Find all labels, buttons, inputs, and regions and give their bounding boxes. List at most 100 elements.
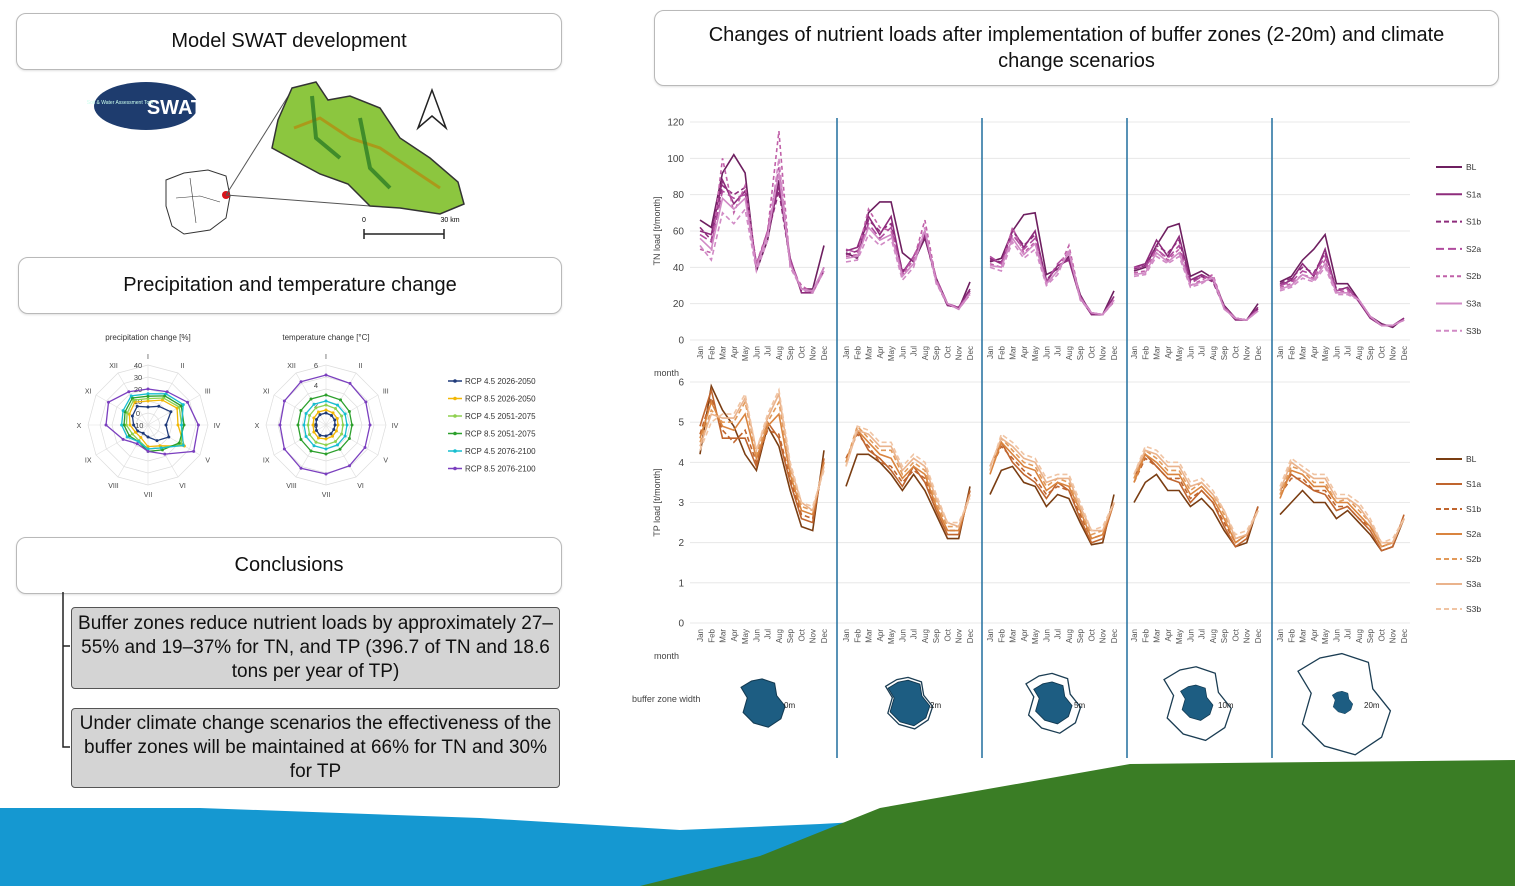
- month-tick-label: Jul: [1054, 629, 1063, 639]
- radar-point: [141, 431, 145, 435]
- radar-point: [157, 404, 161, 408]
- series-line-s1a: [989, 440, 1115, 544]
- series-line-s1b: [699, 395, 825, 520]
- series-line-s2b: [845, 207, 971, 311]
- radar-point: [299, 409, 303, 412]
- catchment-core: [1331, 690, 1354, 715]
- series-line-bl: [1279, 232, 1405, 329]
- y-tick-label: 100: [667, 154, 684, 165]
- month-tick-label: Jun: [898, 629, 907, 642]
- series-line-s1b: [845, 432, 971, 532]
- month-tick-label: Jun: [752, 346, 761, 359]
- month-tick-label: Mar: [1153, 346, 1162, 360]
- radar-axis-label: IV: [392, 423, 399, 430]
- month-tick-label: Oct: [1377, 628, 1386, 641]
- month-tick-label: Oct: [1231, 628, 1240, 641]
- y-tick-label: 40: [673, 263, 685, 274]
- radar-axis-label: X: [77, 423, 82, 430]
- month-tick-label: Apr: [1310, 629, 1319, 642]
- radar-point: [181, 403, 185, 407]
- radar-point: [146, 387, 150, 391]
- month-tick-label: Jun: [898, 346, 907, 359]
- month-tick-label: Oct: [1377, 345, 1386, 358]
- radar-point: [146, 449, 150, 453]
- line-legend-label: S3a: [1466, 579, 1481, 589]
- radar-point: [347, 410, 351, 413]
- radar-point: [341, 423, 345, 427]
- month-tick-label: Feb: [853, 345, 862, 359]
- month-tick-label: Oct: [797, 628, 806, 641]
- radar-point: [135, 442, 139, 446]
- radar-legend-label: RCP 4.5 2076-2100: [465, 447, 536, 456]
- month-tick-label: Aug: [921, 346, 930, 360]
- month-tick-label: Apr: [1020, 346, 1029, 359]
- series-line-bl: [845, 453, 971, 540]
- line-legend-label: S2b: [1466, 554, 1481, 564]
- month-tick-label: Jul: [1198, 346, 1207, 356]
- y-tick-label: 2: [678, 538, 684, 549]
- radar-point: [318, 413, 322, 417]
- month-tick-label: May: [887, 629, 896, 644]
- month-tick-label: Jul: [764, 346, 773, 356]
- series-line-s1b: [1279, 477, 1405, 548]
- line-legend-label: S3b: [1466, 604, 1481, 614]
- radar-r-tick: 0: [136, 409, 140, 418]
- line-legend-label: S1b: [1466, 217, 1481, 227]
- radar-charts: precipitation change [%]IIIIIIIVVVIVIIVI…: [77, 333, 536, 499]
- y-axis-label-0: TN load [t/month]: [652, 196, 662, 265]
- series-line-s1a: [1133, 452, 1259, 548]
- month-tick-label: Dec: [1254, 346, 1263, 360]
- month-tick-label: May: [741, 346, 750, 361]
- radar-legend-marker: [453, 431, 457, 436]
- month-tick-label: Dec: [966, 629, 975, 643]
- month-tick-label: Aug: [1065, 629, 1074, 643]
- radar-axis-label: VIII: [108, 483, 119, 490]
- radar-point: [312, 416, 316, 420]
- month-tick-label: Nov: [809, 346, 818, 360]
- series-line-bl: [845, 201, 971, 311]
- radar-point: [350, 423, 354, 427]
- radar-point: [146, 394, 150, 398]
- radar-point: [324, 443, 328, 447]
- series-line-bl: [989, 465, 1115, 546]
- month-tick-label: Oct: [943, 345, 952, 358]
- month-tick-label: Dec: [1110, 629, 1119, 643]
- series-line-bl: [699, 383, 825, 532]
- radar-point: [324, 452, 328, 456]
- scale-end: 30 km: [440, 217, 459, 224]
- radar-point: [121, 409, 125, 413]
- radar-axis-label: VII: [322, 492, 331, 499]
- series-line-s2a: [1279, 469, 1405, 548]
- month-tick-label: May: [1321, 629, 1330, 644]
- month-tick-label: Nov: [1099, 346, 1108, 360]
- radar-point: [340, 432, 344, 436]
- buffer-width-label: 0m: [784, 701, 795, 710]
- radar-point: [339, 398, 342, 402]
- month-tick-label: Apr: [730, 629, 739, 642]
- month-tick-label: Feb: [997, 345, 1006, 359]
- radar-point: [324, 408, 328, 412]
- model-swat-title-box: Model SWAT development: [16, 13, 562, 70]
- month-tick-label: Jan: [1130, 629, 1139, 642]
- month-tick-label: Jan: [842, 629, 851, 642]
- conclusion-2-text: Under climate change scenarios the effec…: [79, 713, 552, 782]
- month-tick-label: Mar: [1299, 346, 1308, 360]
- radar-point: [146, 392, 150, 396]
- month-tick-label: Sep: [786, 345, 795, 360]
- month-tick-label: Oct: [1231, 345, 1240, 358]
- month-tick-label: Jul: [910, 346, 919, 356]
- radar-point: [302, 423, 306, 427]
- radar-point: [130, 414, 134, 418]
- month-tick-label: Feb: [997, 628, 1006, 642]
- series-line-s1b: [1133, 457, 1259, 544]
- series-line-s1a: [1279, 246, 1405, 327]
- radar-point: [335, 417, 339, 420]
- catchment-core: [1180, 684, 1214, 721]
- y-axis-label-1: TP load [t/month]: [652, 468, 662, 536]
- buffer-zone-label: buffer zone width: [632, 694, 700, 704]
- month-tick-label: Jun: [1042, 629, 1051, 642]
- series-line-s2a: [699, 399, 825, 516]
- series-line-s3a: [1279, 461, 1405, 544]
- month-tick-label: Sep: [1366, 628, 1375, 643]
- radar-point: [182, 423, 186, 427]
